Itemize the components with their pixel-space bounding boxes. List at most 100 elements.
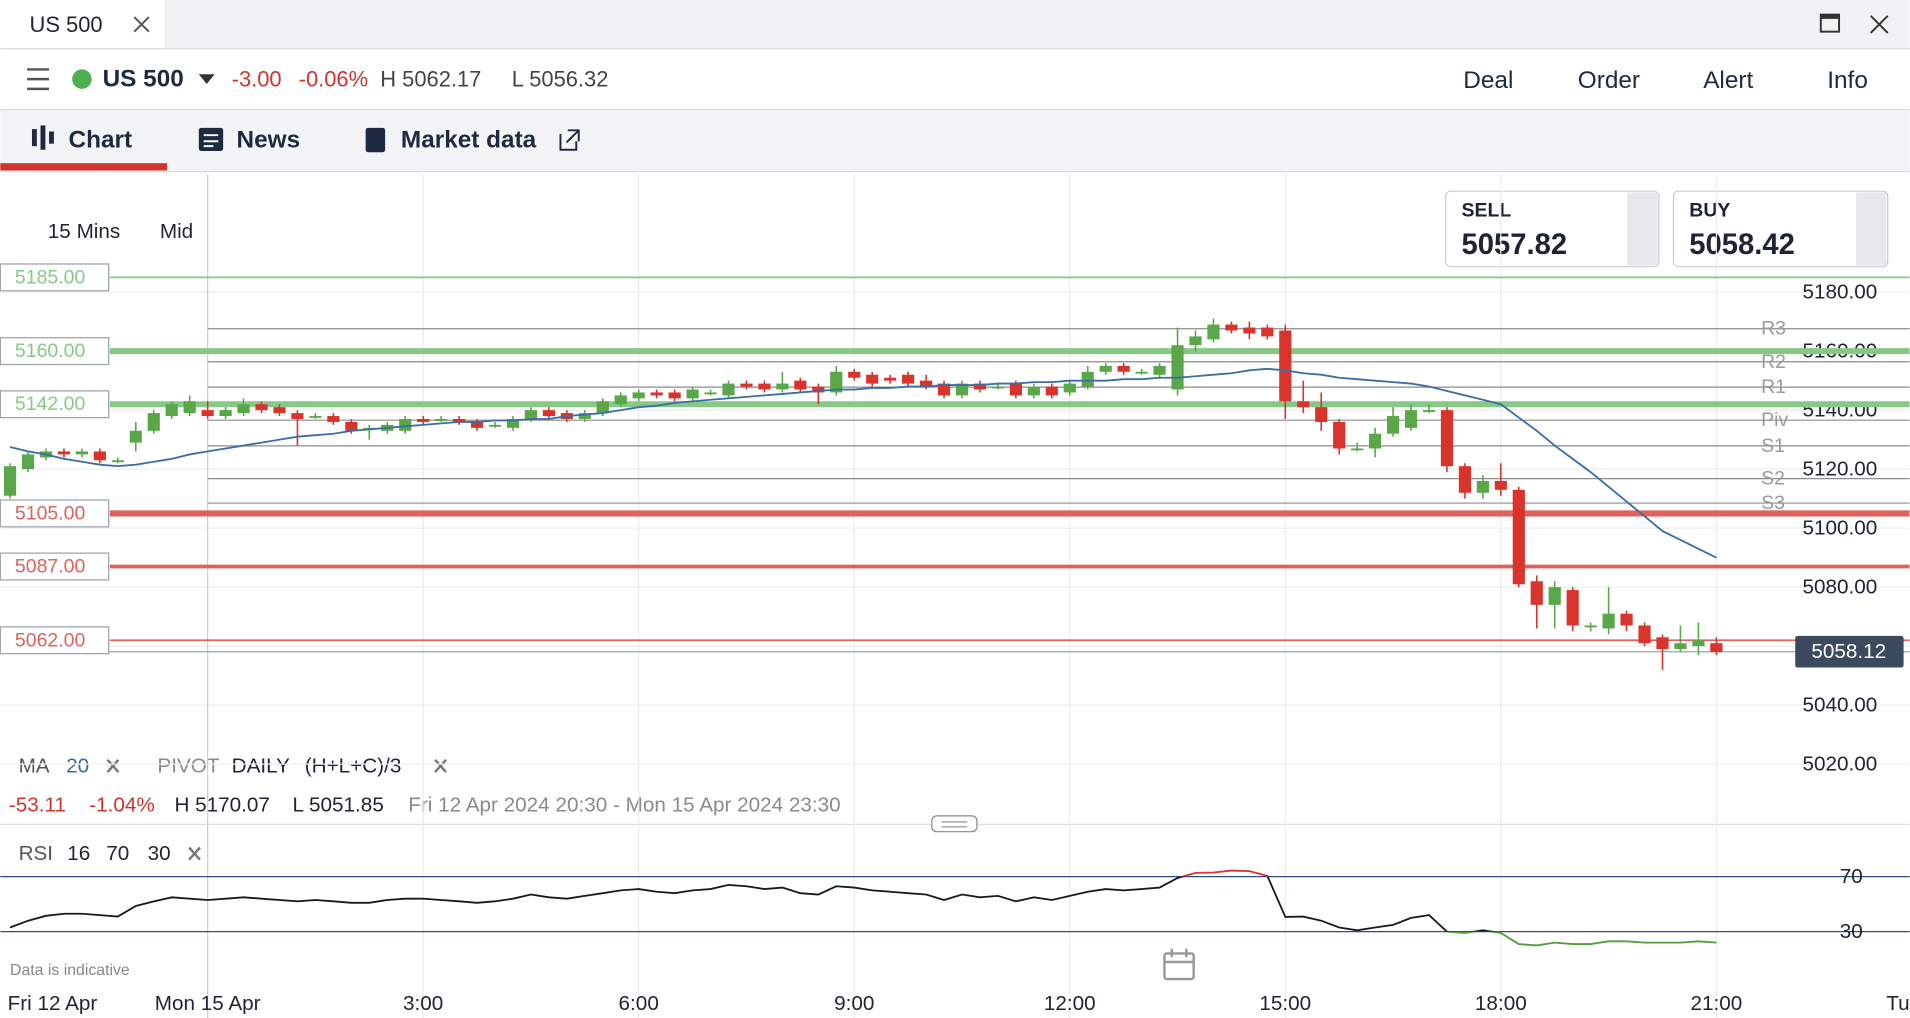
remove-rsi[interactable] bbox=[188, 846, 201, 861]
remove-pivot[interactable] bbox=[434, 759, 447, 773]
tab[interactable]: Market data bbox=[401, 127, 537, 154]
rsi-oversold: 30 bbox=[148, 842, 171, 865]
price-type[interactable]: Mid bbox=[160, 220, 193, 243]
tab[interactable]: News bbox=[237, 127, 301, 154]
candle-body bbox=[1351, 448, 1364, 451]
external-link[interactable] bbox=[559, 129, 580, 151]
ma-line bbox=[9, 367, 1717, 559]
stat-low: L 5051.85 bbox=[293, 793, 384, 816]
candle-body bbox=[937, 383, 951, 396]
rsi-period: 16 bbox=[67, 842, 90, 865]
active-indicator bbox=[0, 163, 168, 171]
candle-body bbox=[866, 374, 879, 384]
candle-body bbox=[1458, 466, 1472, 493]
buy-box[interactable]: BUY 5058.42 bbox=[1672, 190, 1889, 268]
remove-ma[interactable] bbox=[106, 759, 120, 773]
action[interactable]: Info bbox=[1827, 67, 1868, 94]
pivot-period: DAILY bbox=[232, 754, 290, 777]
candle-body bbox=[345, 421, 358, 431]
change-pct: -0.06% bbox=[299, 67, 368, 92]
sell-frame[interactable] bbox=[1445, 190, 1660, 268]
action[interactable]: Deal bbox=[1463, 67, 1513, 94]
pivot-label: R1 bbox=[1761, 376, 1786, 398]
close-tab[interactable] bbox=[133, 16, 150, 33]
rsi-tick-label: 30 bbox=[1840, 920, 1863, 943]
candle-body bbox=[1297, 401, 1310, 408]
candle-body bbox=[812, 386, 825, 393]
pivot-label: R3 bbox=[1761, 318, 1786, 340]
candle-body bbox=[1494, 480, 1507, 490]
instrument-name[interactable]: US 500 bbox=[103, 66, 184, 93]
candle-body bbox=[794, 380, 807, 390]
level-label: 5062.00 bbox=[15, 629, 86, 651]
ma-period: 20 bbox=[66, 754, 89, 777]
candle-body bbox=[1279, 330, 1292, 402]
candle-body bbox=[902, 374, 915, 384]
candle-body bbox=[955, 383, 969, 396]
candle-body bbox=[183, 401, 196, 414]
x-tick-label: 3:00 bbox=[403, 992, 443, 1015]
buy-frame[interactable] bbox=[1672, 190, 1889, 268]
x-tick-label: Tu bbox=[1886, 992, 1909, 1015]
candle-body bbox=[1548, 587, 1561, 605]
candle-body bbox=[1081, 371, 1094, 387]
calendar[interactable] bbox=[1163, 948, 1195, 981]
level-label: 5142.00 bbox=[15, 393, 86, 415]
candle-body bbox=[1476, 480, 1489, 493]
candle-body bbox=[453, 418, 466, 422]
candle-body bbox=[1117, 365, 1130, 372]
candle-body bbox=[1099, 365, 1112, 372]
level-tag bbox=[0, 337, 110, 366]
candle-body bbox=[542, 410, 555, 417]
tab[interactable]: Chart bbox=[69, 127, 133, 154]
stat-change-pct: -1.04% bbox=[89, 793, 155, 816]
dropdown[interactable] bbox=[198, 74, 215, 85]
candle-body bbox=[830, 371, 843, 393]
high: H 5062.17 bbox=[380, 67, 481, 92]
y-tick-label: 5100.00 bbox=[1803, 517, 1878, 540]
candle-body bbox=[3, 466, 17, 496]
action[interactable]: Alert bbox=[1703, 67, 1753, 94]
news-icon bbox=[198, 127, 224, 151]
candle-body bbox=[291, 413, 304, 419]
interval[interactable]: 15 Mins bbox=[48, 220, 120, 243]
y-tick-label: 5120.00 bbox=[1803, 458, 1878, 481]
candle-body bbox=[237, 404, 250, 414]
pivot-name: PIVOT bbox=[157, 754, 219, 777]
menu[interactable] bbox=[27, 68, 50, 91]
level-label: 5105.00 bbox=[15, 502, 86, 524]
maximize[interactable] bbox=[1819, 13, 1841, 33]
candle-body bbox=[1530, 581, 1543, 605]
candle-body bbox=[165, 404, 178, 417]
y-tick-label: 5040.00 bbox=[1803, 694, 1878, 717]
candle-body bbox=[614, 395, 627, 405]
rsi-line bbox=[9, 876, 1499, 932]
ma-name: MA bbox=[19, 754, 50, 777]
candle-body bbox=[1333, 421, 1346, 449]
tab-bar bbox=[0, 109, 1910, 172]
window-tab-title: US 500 bbox=[30, 12, 103, 37]
stat-high: H 5170.07 bbox=[174, 793, 269, 816]
stat-range: Fri 12 Apr 2024 20:30 - Mon 15 Apr 2024 … bbox=[408, 793, 840, 816]
candle-body bbox=[740, 383, 753, 387]
stat-change: -53.11 bbox=[9, 793, 66, 816]
candle-body bbox=[704, 392, 717, 395]
pivot-formula: (H+L+C)/3 bbox=[305, 754, 402, 777]
candle-body bbox=[273, 407, 286, 414]
candle-body bbox=[973, 383, 987, 390]
close-window[interactable] bbox=[1870, 15, 1889, 34]
action[interactable]: Order bbox=[1578, 67, 1640, 94]
candle-body bbox=[1656, 637, 1669, 650]
candle-body bbox=[1566, 590, 1579, 626]
candle-body bbox=[991, 386, 1005, 389]
candle-body bbox=[1063, 383, 1076, 393]
candle-body bbox=[1135, 371, 1148, 374]
change: -3.00 bbox=[232, 67, 282, 92]
resize-handle[interactable] bbox=[931, 815, 978, 833]
x-tick-label: 21:00 bbox=[1690, 992, 1742, 1015]
sell-box[interactable]: SELL 5057.82 bbox=[1445, 190, 1660, 268]
sell-side bbox=[1627, 192, 1658, 266]
level-label: 5185.00 bbox=[15, 266, 86, 288]
window-tab[interactable] bbox=[0, 0, 165, 49]
